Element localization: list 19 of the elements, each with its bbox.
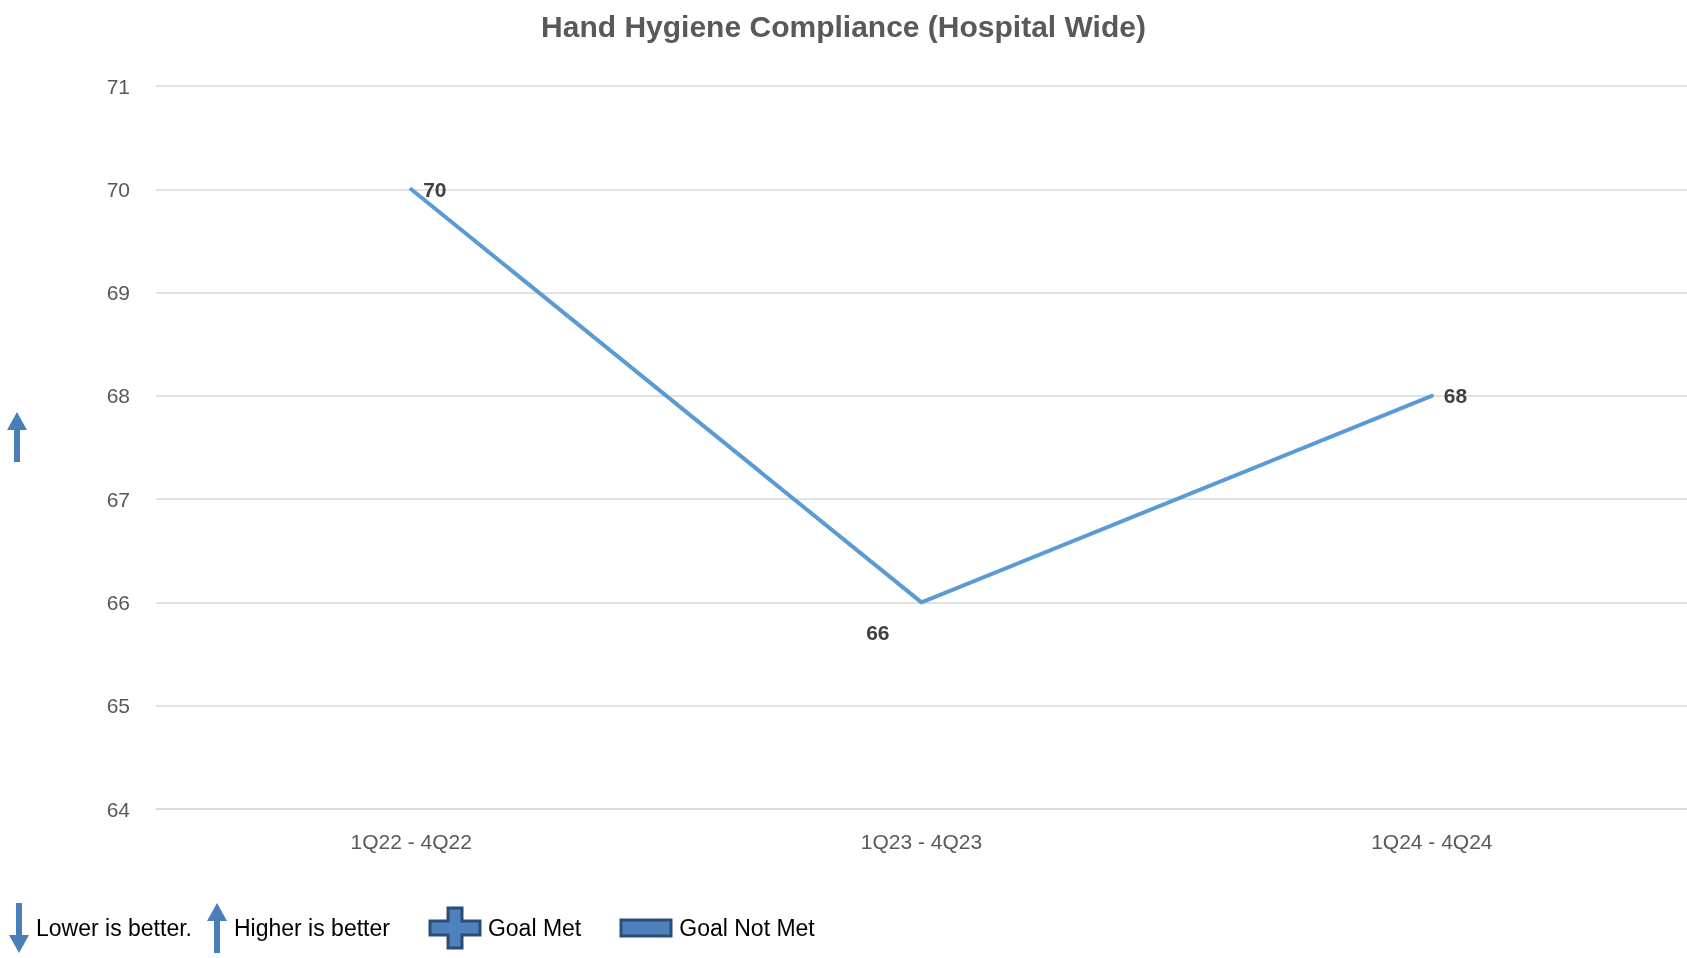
data-label: 68 xyxy=(1443,384,1468,408)
y-tick-label: 68 xyxy=(106,384,130,408)
text: Lower is better. xyxy=(36,914,192,942)
y-tick-label: 69 xyxy=(106,281,130,305)
y-tick-label: 67 xyxy=(106,487,130,511)
text: Goal Not Met xyxy=(679,914,815,942)
y-tick-label: 71 xyxy=(106,74,130,98)
chart-title: Hand Hygiene Compliance (Hospital Wide) xyxy=(541,9,1146,43)
data-label: 70 xyxy=(423,177,447,201)
data-label: 66 xyxy=(866,620,890,644)
x-tick-label: 1Q22 - 4Q22 xyxy=(350,830,472,853)
y-tick-label: 64 xyxy=(106,797,131,821)
y-tick-label: 65 xyxy=(106,694,130,718)
x-tick-label: 1Q24 - 4Q24 xyxy=(1371,830,1493,853)
y-tick-label: 70 xyxy=(106,177,130,201)
y-tick-label: 66 xyxy=(106,590,130,614)
text: Higher is better xyxy=(233,914,390,942)
text: Goal Met xyxy=(487,914,582,942)
x-tick-label: 1Q23 - 4Q23 xyxy=(860,830,983,853)
